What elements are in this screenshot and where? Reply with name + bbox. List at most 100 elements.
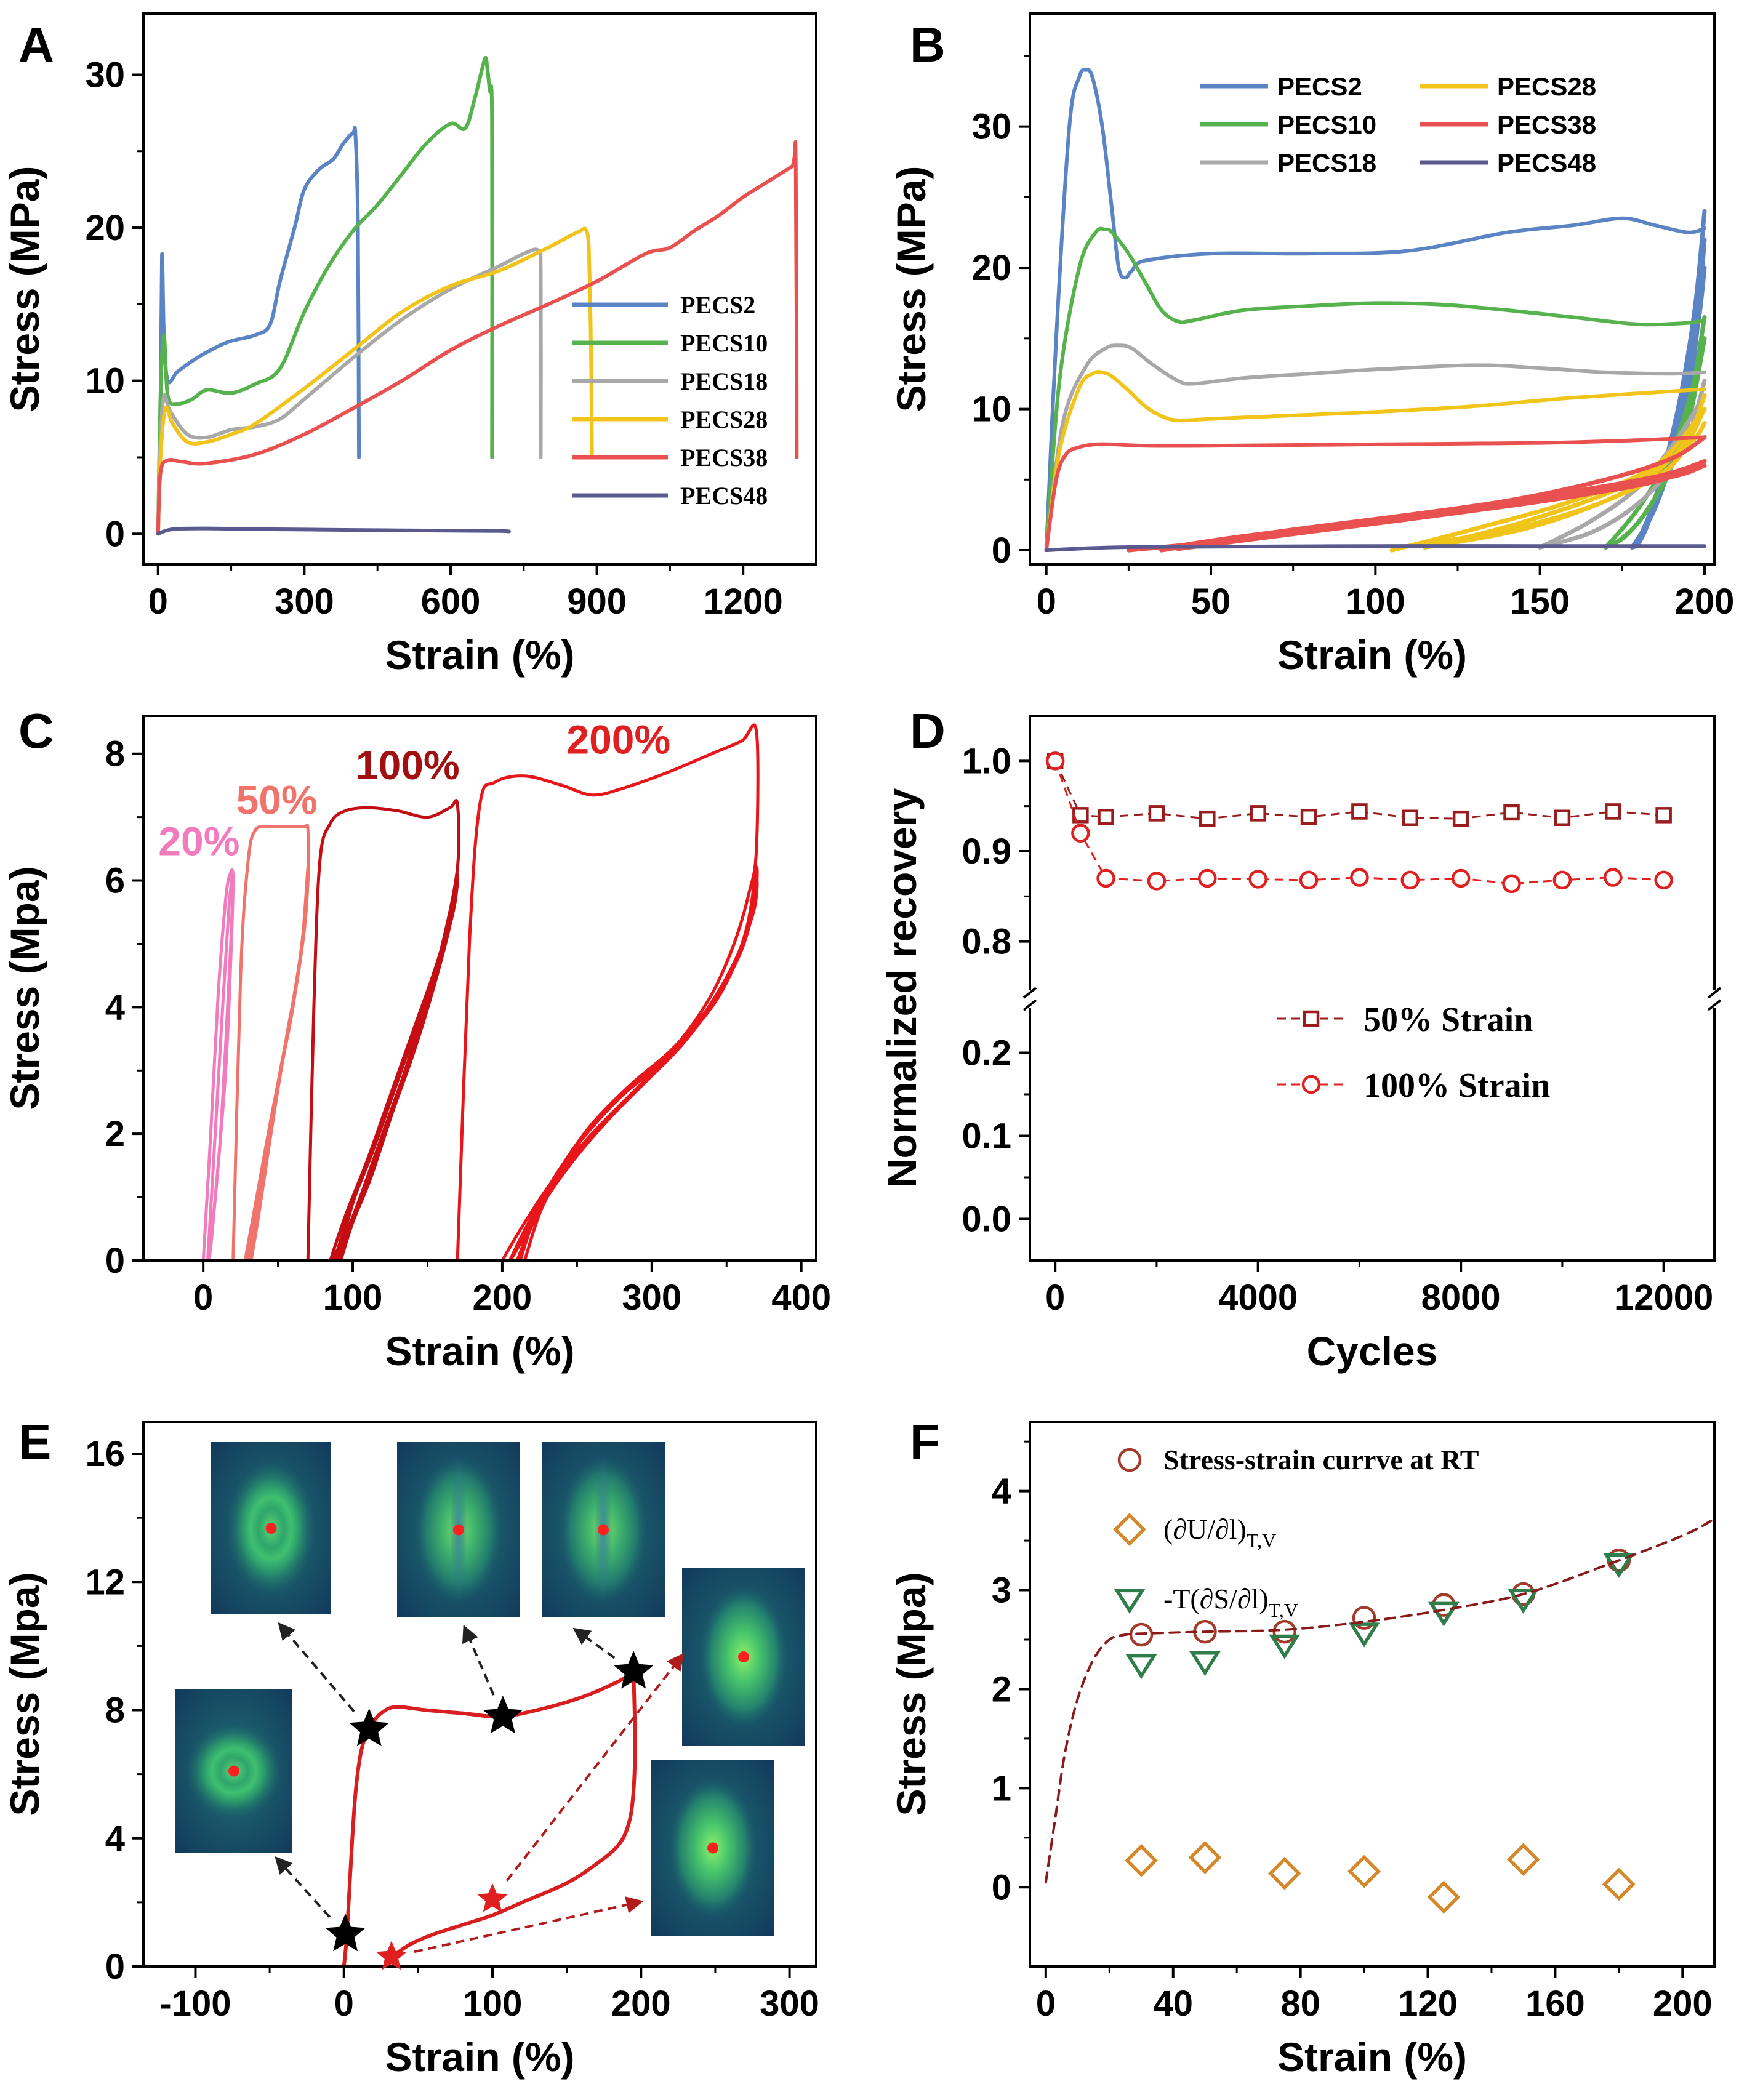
data-point <box>1603 1553 1635 1578</box>
data-point <box>1503 804 1520 821</box>
axis-break-mark <box>1022 999 1037 1011</box>
series-line-pecs2 <box>1044 68 1706 553</box>
pointer-arrow <box>275 1856 331 1918</box>
legend-label: PECS2 <box>1277 72 1362 101</box>
legend-label: PECS38 <box>680 444 768 471</box>
x-tick-label: 12000 <box>1614 1278 1713 1318</box>
y-axis-label: Normalized recovery <box>879 788 925 1188</box>
series-loop-pecs28 <box>1423 421 1707 550</box>
x-tick-label: 50 <box>1191 582 1231 622</box>
x-axis-label: Strain (%) <box>1277 2034 1467 2080</box>
fit-curve <box>1044 1517 1716 1884</box>
x-tick-label: 0 <box>1045 1278 1065 1318</box>
x-tick-label: 200 <box>611 1984 671 2024</box>
legend-marker <box>1117 1448 1142 1472</box>
y-axis-label: Stress (Mpa) <box>2 866 47 1110</box>
data-point <box>1147 872 1167 891</box>
series-line-pecs28 <box>156 226 594 536</box>
beam-center-dot <box>707 1842 718 1854</box>
legend: PECS2 PECS10 PECS18 PECS28 PECS38 PECS48 <box>572 291 768 510</box>
y-tick-label: 1.0 <box>962 741 1011 781</box>
plot-frame <box>142 12 817 566</box>
strain-label: 100% <box>356 742 460 788</box>
data-point <box>1508 1589 1540 1614</box>
y-tick-label: 0 <box>992 1867 1011 1907</box>
data-point <box>1096 868 1115 888</box>
legend-label: PECS10 <box>680 329 768 357</box>
strain-label: 200% <box>566 717 670 763</box>
series-line-pecs18 <box>1044 343 1706 553</box>
legend-label: PECS48 <box>1497 148 1596 177</box>
cycle-100% <box>336 872 459 1262</box>
series-line-pecs38 <box>1044 435 1706 553</box>
y-axis-label: Stress (Mpa) <box>2 1572 47 1816</box>
panel-letter: A <box>18 17 54 72</box>
axis-break-mark <box>1022 987 1037 999</box>
plot-frame <box>142 715 817 1262</box>
cycle-100% <box>306 799 460 1262</box>
y-tick-label: 8 <box>105 1691 125 1731</box>
legend-label: PECS28 <box>1497 72 1596 101</box>
legend-label: PECS48 <box>680 482 768 510</box>
y-tick-label: 30 <box>85 55 125 95</box>
series-line <box>1054 760 1664 820</box>
y-tick-label: 0.0 <box>962 1200 1011 1240</box>
series-line-pecs38 <box>156 140 799 536</box>
data-point <box>1427 1880 1461 1914</box>
pointer-arrow <box>572 1627 616 1659</box>
y-tick-label: 2 <box>105 1114 125 1154</box>
y-tick-label: 8 <box>105 734 125 774</box>
legend-label: PECS18 <box>680 367 768 395</box>
data-point <box>1654 870 1673 890</box>
legend-marker <box>1114 1589 1146 1614</box>
data-point <box>1272 1619 1297 1644</box>
y-tick-label: 4 <box>992 1472 1011 1512</box>
y-tick-label: 0.9 <box>962 832 1011 872</box>
saxs-pattern-image <box>651 1760 774 1936</box>
y-tick-label: 0 <box>992 531 1011 571</box>
data-point <box>1199 810 1216 827</box>
x-tick-label: 0 <box>193 1278 213 1318</box>
panel-f: F 0 40 80 120 160 200 0 1 2 3 4 Strain (%) Stress (Mp… <box>888 1414 1716 2080</box>
legend-label: PECS28 <box>680 406 768 433</box>
data-point <box>1348 1622 1380 1648</box>
x-axis-label: Cycles <box>1307 1328 1438 1374</box>
series-line-unloading <box>387 1670 637 1959</box>
x-tick-label: 100 <box>463 1984 523 2024</box>
series-line-loading <box>342 1670 636 1968</box>
panel-d: D 0.8 0.9 1.0 0.0 0.1 0.2 0 4000 8000 12000 Cycles N… <box>879 703 1722 1374</box>
star-marker <box>349 1708 390 1747</box>
x-axis-label: Strain (%) <box>385 632 574 678</box>
data-point <box>1502 874 1521 894</box>
data-point <box>1452 810 1469 827</box>
data-point <box>1451 868 1471 888</box>
panel-e: E -100 0 100 200 300 0 4 8 12 16 Strain (%) Stress (… <box>2 1414 819 2080</box>
data-point <box>1554 809 1571 826</box>
data-point <box>1552 870 1572 890</box>
cycle-20% <box>206 872 235 1262</box>
x-tick-label: 300 <box>275 582 334 622</box>
cycle-50% <box>243 872 310 1262</box>
data-point <box>1300 809 1317 825</box>
data-point <box>1299 870 1319 890</box>
x-tick-label: 200 <box>1653 1984 1713 2024</box>
star-marker <box>483 1695 523 1734</box>
series-line-pecs28 <box>1044 370 1706 553</box>
x-tick-label: 0 <box>1037 582 1056 622</box>
y-tick-label: 10 <box>971 390 1011 430</box>
saxs-pattern-image <box>397 1442 520 1617</box>
strain-label: 20% <box>158 818 239 864</box>
x-tick-label: 200 <box>473 1278 532 1318</box>
data-point <box>1148 805 1165 822</box>
axis-break-mark <box>1707 987 1722 999</box>
legend-label: (∂U/∂l)T,V <box>1163 1513 1276 1552</box>
y-tick-label: 1 <box>992 1768 1011 1808</box>
data-point <box>1250 805 1266 822</box>
y-tick-label: 0 <box>105 1947 125 1987</box>
legend-label: PECS18 <box>1277 148 1376 177</box>
data-point <box>1402 809 1419 826</box>
y-tick-label: 20 <box>971 248 1011 288</box>
data-point <box>1125 1843 1158 1877</box>
beam-center-dot <box>598 1524 609 1536</box>
plot-frame <box>1029 1421 1716 1968</box>
